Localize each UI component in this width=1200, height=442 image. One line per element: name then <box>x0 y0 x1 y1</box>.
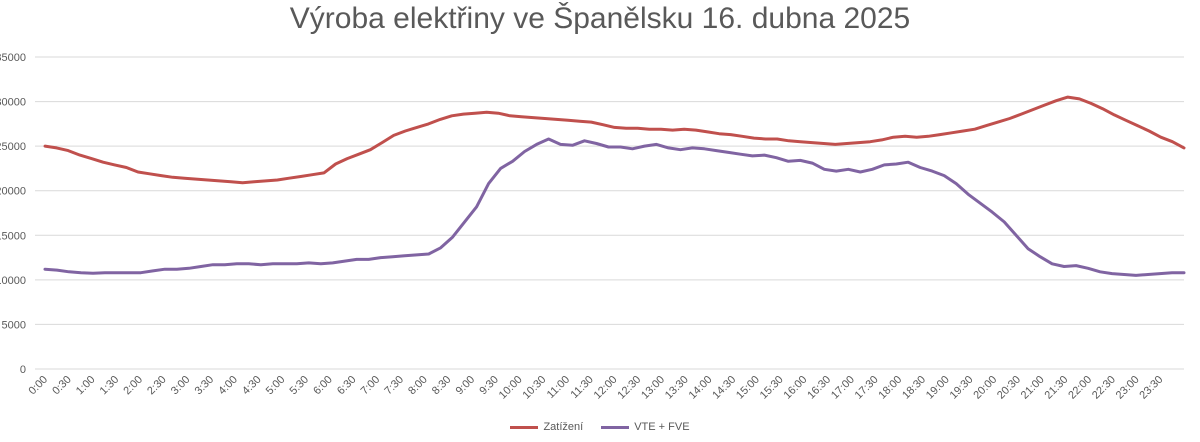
x-tick-label: 21:30 <box>1043 374 1071 402</box>
legend-item-load[interactable]: Zatížení <box>510 421 583 433</box>
x-tick-label: 2:00 <box>121 374 145 398</box>
legend-label-wind-solar: VTE + FVE <box>634 421 690 433</box>
x-tick-label: 6:30 <box>335 374 359 398</box>
x-tick-label: 5:30 <box>288 374 312 398</box>
x-tick-label: 16:30 <box>805 374 833 402</box>
x-tick-label: 11:30 <box>569 374 596 401</box>
x-tick-label: 19:30 <box>948 374 976 402</box>
x-tick-label: 22:00 <box>1066 374 1094 402</box>
x-tick-label: 7:30 <box>382 374 406 398</box>
x-tick-label: 13:00 <box>639 374 667 402</box>
x-tick-label: 15:00 <box>734 374 762 402</box>
y-tick-label: 30000 <box>0 97 26 109</box>
x-tick-label: 4:00 <box>216 374 240 398</box>
x-tick-label: 14:30 <box>710 374 738 402</box>
y-tick-label: 10000 <box>0 275 26 287</box>
legend-swatch-wind-solar <box>601 425 630 429</box>
x-tick-label: 21:00 <box>1019 374 1047 402</box>
x-tick-label: 3:30 <box>193 374 217 398</box>
x-tick-label: 3:00 <box>169 374 193 398</box>
x-tick-label: 10:30 <box>520 374 548 402</box>
x-tick-label: 0:30 <box>50 374 74 398</box>
x-tick-label: 18:30 <box>900 374 928 402</box>
series-line-0 <box>43 95 1186 185</box>
y-tick-label: 25000 <box>0 141 26 153</box>
x-tick-label: 22:30 <box>1090 374 1118 402</box>
grid-lines <box>35 56 1184 370</box>
x-tick-label: 11:00 <box>545 374 572 401</box>
y-tick-label: 15000 <box>0 230 26 242</box>
legend-item-wind-solar[interactable]: VTE + FVE <box>601 421 690 433</box>
x-tick-label: 20:00 <box>971 374 999 402</box>
y-tick-label: 20000 <box>0 186 26 198</box>
x-tick-label: 5:00 <box>264 374 288 398</box>
x-tick-label: 8:00 <box>406 374 430 398</box>
x-tick-label: 16:00 <box>782 374 810 402</box>
x-tick-label: 9:00 <box>454 374 478 398</box>
x-tick-label: 15:30 <box>758 374 786 402</box>
x-tick-label: 14:00 <box>687 374 715 402</box>
x-tick-label: 17:00 <box>829 374 857 402</box>
x-tick-label: 19:00 <box>924 374 952 402</box>
chart-title: Výroba elektřiny ve Španělsku 16. dubna … <box>289 2 911 35</box>
legend-label-load: Zatížení <box>543 421 584 433</box>
x-tick-label: 6:00 <box>311 374 335 398</box>
x-tick-label: 8:30 <box>430 374 454 398</box>
x-tick-label: 20:30 <box>995 374 1023 402</box>
x-tick-label: 1:00 <box>74 374 98 398</box>
y-axis-tick-labels: 0 5000 10000 15000 20000 25000 30000 35000 <box>0 52 26 376</box>
x-tick-label: 12:30 <box>615 374 643 402</box>
y-tick-label: 35000 <box>0 52 26 64</box>
x-tick-label: 4:30 <box>240 374 264 398</box>
y-tick-label: 5000 <box>2 319 26 331</box>
x-tick-label: 18:00 <box>876 374 904 402</box>
x-tick-label: 10:00 <box>497 374 525 402</box>
x-tick-label: 0:00 <box>26 374 50 398</box>
x-tick-label: 23:00 <box>1114 374 1142 402</box>
x-tick-label: 1:30 <box>98 374 122 398</box>
x-tick-label: 12:00 <box>592 374 620 402</box>
legend-swatch-load <box>510 425 539 429</box>
series-line-1 <box>43 137 1186 277</box>
y-tick-label: 0 <box>20 364 26 376</box>
x-tick-label: 13:30 <box>663 374 691 402</box>
legend: Zatížení VTE + FVE <box>0 421 1200 433</box>
x-tick-label: 17:30 <box>853 374 881 402</box>
x-axis-tick-labels: 0:00 0:30 1:00 1:30 2:00 2:30 3:00 3:30 4:00 4:30… <box>26 374 1165 402</box>
x-tick-label: 2:30 <box>145 374 169 398</box>
series-lines <box>43 95 1186 277</box>
x-tick-label: 7:00 <box>359 374 383 398</box>
x-tick-label: 23:30 <box>1137 374 1165 402</box>
